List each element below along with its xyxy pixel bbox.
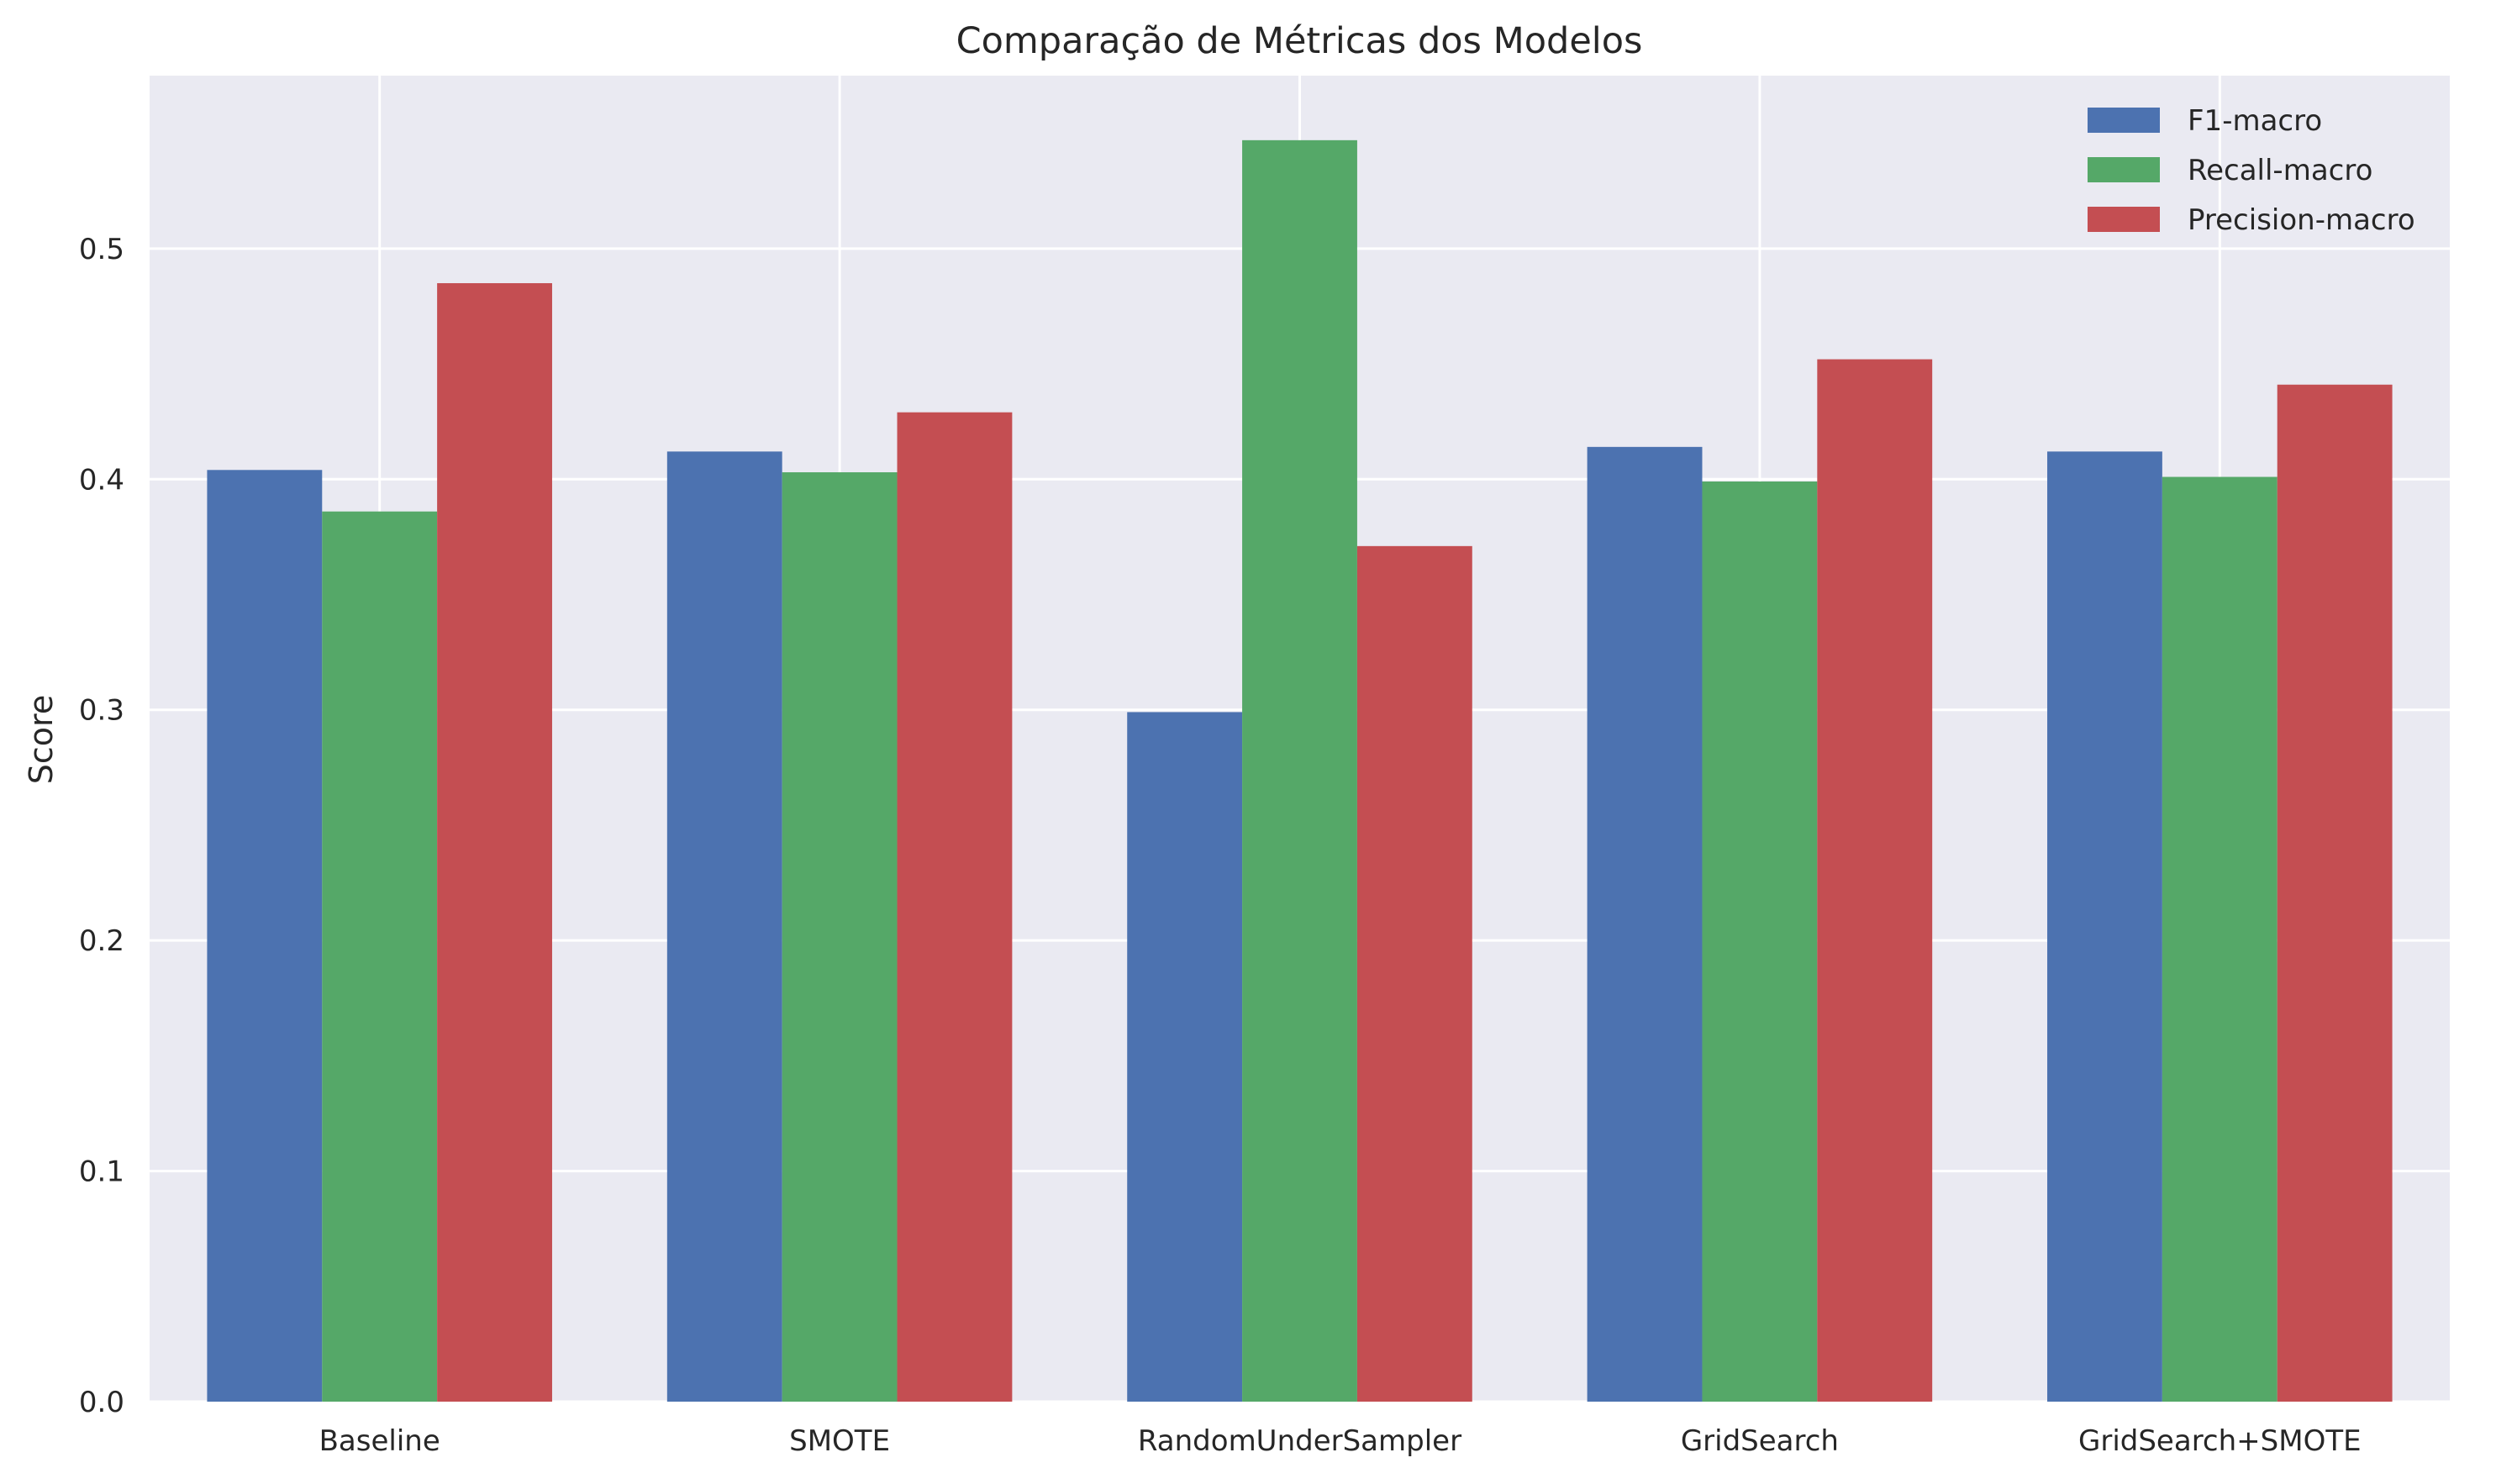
y-axis-ticks: 0.0 0.1 0.2 0.3 0.4 0.5 [79, 233, 124, 1419]
legend-swatch [2088, 207, 2160, 232]
legend-swatch [2088, 157, 2160, 182]
bar [1817, 359, 1933, 1402]
x-tick-label: Baseline [319, 1424, 440, 1458]
bar [1587, 446, 1703, 1402]
bar [1702, 482, 1818, 1402]
legend-swatch [2088, 108, 2160, 133]
legend-label: Recall-macro [2188, 154, 2372, 187]
bars [207, 139, 2393, 1402]
x-tick-label: SMOTE [789, 1424, 890, 1458]
x-tick-label: RandomUnderSampler [1138, 1424, 1461, 1458]
x-tick-label: GridSearch+SMOTE [2078, 1424, 2362, 1458]
bar [322, 511, 438, 1402]
y-tick-label: 0.3 [79, 694, 124, 728]
bar [666, 451, 782, 1402]
y-tick-label: 0.5 [79, 233, 124, 266]
chart-title: Comparação de Métricas dos Modelos [956, 20, 1643, 62]
legend: F1-macro Recall-macro Precision-macro [2088, 104, 2415, 237]
legend-label: F1-macro [2188, 104, 2322, 138]
bar [2277, 384, 2393, 1402]
bar [2162, 476, 2277, 1402]
bar [207, 470, 323, 1402]
bar [1127, 712, 1243, 1402]
bar [1356, 545, 1472, 1402]
y-tick-label: 0.4 [79, 463, 124, 497]
legend-label: Precision-macro [2188, 203, 2415, 237]
y-tick-label: 0.0 [79, 1386, 124, 1419]
bar [1242, 139, 1357, 1402]
x-axis-ticks: Baseline SMOTE RandomUnderSampler GridSearc… [319, 1424, 2362, 1458]
bar [2047, 451, 2162, 1402]
bar [782, 472, 898, 1402]
y-tick-label: 0.1 [79, 1155, 124, 1189]
x-tick-label: GridSearch [1681, 1424, 1839, 1458]
y-axis-label: Score [23, 695, 60, 784]
bar [897, 412, 1013, 1402]
bar [437, 282, 552, 1402]
y-tick-label: 0.2 [79, 924, 124, 958]
